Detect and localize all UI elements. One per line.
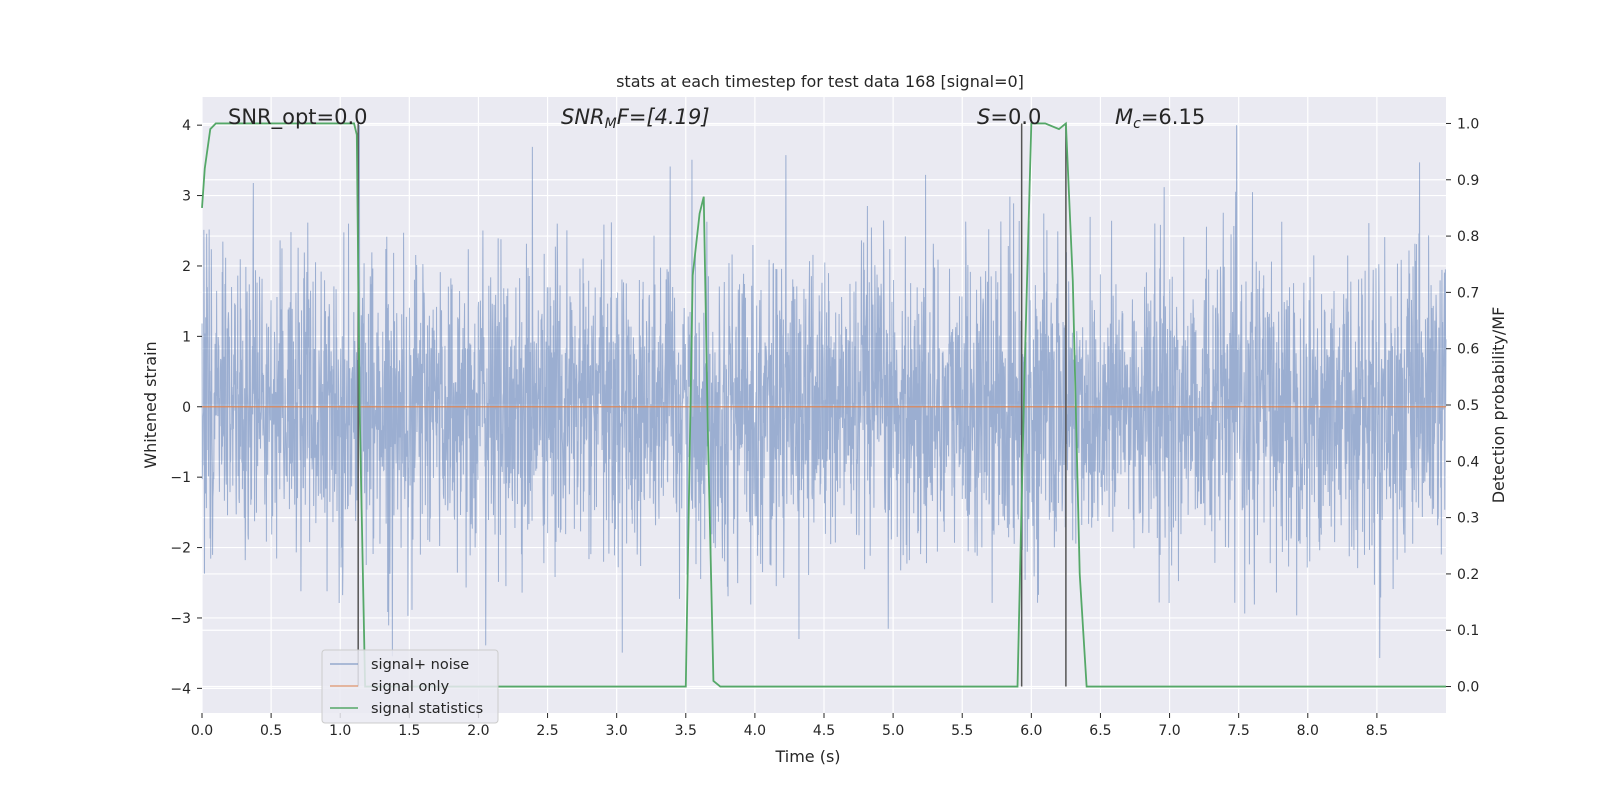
annotation-mc: Mc=6.15 [1115, 105, 1205, 132]
y-right-tick-label: 0.6 [1457, 342, 1479, 358]
annotation-snr-mf-main: SNR [561, 105, 605, 129]
y-left-tick-label: −4 [170, 681, 191, 697]
y-right-tick-label: 0.7 [1457, 285, 1479, 301]
x-tick-label: 6.0 [1020, 723, 1042, 739]
legend-label-signal-noise: signal+ noise [371, 657, 469, 673]
annotation-s-tail: =0.0 [990, 105, 1041, 129]
x-tick-label: 2.0 [467, 723, 489, 739]
y-right-tick-label: 0.3 [1457, 511, 1479, 527]
series-signal-statistics [201, 121, 1446, 688]
annotation-mc-sub: c [1133, 116, 1141, 132]
x-tick-label: 5.0 [882, 723, 904, 739]
x-tick-label: 0.0 [191, 723, 213, 739]
legend-box [321, 649, 499, 724]
y-right-tick-label: 0.5 [1457, 398, 1479, 414]
annotation-snr-opt: SNR_opt=0.0 [228, 105, 368, 130]
x-tick-label: 6.5 [1089, 723, 1111, 739]
legend-label-signal-only: signal only [371, 679, 450, 695]
x-tick-label: 7.5 [1228, 723, 1250, 739]
x-tick-label: 4.0 [744, 723, 766, 739]
y-axis-right: 1.0 0.9 0.8 0.7 0.6 0.5 0.4 0.3 0.2 0.1 0.0 [1446, 116, 1479, 696]
y-left-tick-label: 4 [182, 118, 191, 134]
x-axis-label: Time (s) [774, 747, 840, 766]
y-right-tick-label: 0.1 [1457, 623, 1479, 639]
y-axis-left-label: Whitened strain [141, 341, 160, 468]
y-left-tick-label: −1 [170, 470, 191, 486]
x-axis: 0.0 0.5 1.0 1.5 2.0 2.5 3.0 3.5 4.0 4.5 5.0 5.5 6.0 6… [191, 713, 1388, 739]
y-left-tick-label: 3 [182, 189, 191, 205]
x-tick-label: 7.0 [1158, 723, 1180, 739]
annotation-snr-mf-sub: M [605, 116, 617, 132]
chart-title: stats at each timestep for test data 168… [616, 72, 1024, 91]
y-right-tick-label: 0.2 [1457, 567, 1479, 583]
x-tick-label: 2.5 [536, 723, 558, 739]
annotation-s: S=0.0 [977, 105, 1041, 129]
annotation-mc-tail: =6.15 [1141, 105, 1205, 129]
y-right-tick-label: 1.0 [1457, 116, 1479, 132]
x-tick-label: 0.5 [260, 723, 282, 739]
y-right-tick-label: 0.4 [1457, 454, 1479, 470]
y-right-tick-label: 0.0 [1457, 680, 1479, 696]
annotation-snr-mf: SNRMF=[4.19] [561, 105, 710, 132]
y-right-tick-label: 0.8 [1457, 229, 1479, 245]
y-left-tick-label: −3 [170, 611, 191, 627]
y-left-tick-label: 1 [182, 329, 191, 345]
series-signal-noise [201, 125, 1447, 658]
y-right-tick-label: 0.9 [1457, 173, 1479, 189]
annotation-s-main: S [977, 105, 990, 129]
legend-label-signal-statistics: signal statistics [371, 701, 483, 717]
x-tick-label: 8.5 [1366, 723, 1388, 739]
y-axis-left: 4 3 2 1 0 −1 −2 −3 −4 [170, 118, 202, 697]
y-left-tick-label: 0 [182, 400, 191, 416]
y-axis-right-label: Detection probability/MF [1489, 307, 1508, 504]
y-left-tick-label: −2 [170, 541, 191, 557]
x-tick-label: 8.0 [1297, 723, 1319, 739]
legend: signal+ noise signal only signal statist… [321, 649, 499, 724]
annotation-snr-mf-tail: F=[4.19] [617, 105, 710, 129]
y-left-tick-label: 2 [182, 259, 191, 275]
x-tick-label: 5.5 [951, 723, 973, 739]
annotation-mc-main: M [1115, 105, 1133, 129]
x-tick-label: 4.5 [813, 723, 835, 739]
x-tick-label: 3.5 [675, 723, 697, 739]
x-tick-label: 1.5 [398, 723, 420, 739]
x-tick-label: 1.0 [329, 723, 351, 739]
x-tick-label: 3.0 [606, 723, 628, 739]
plot-area [201, 97, 1447, 713]
